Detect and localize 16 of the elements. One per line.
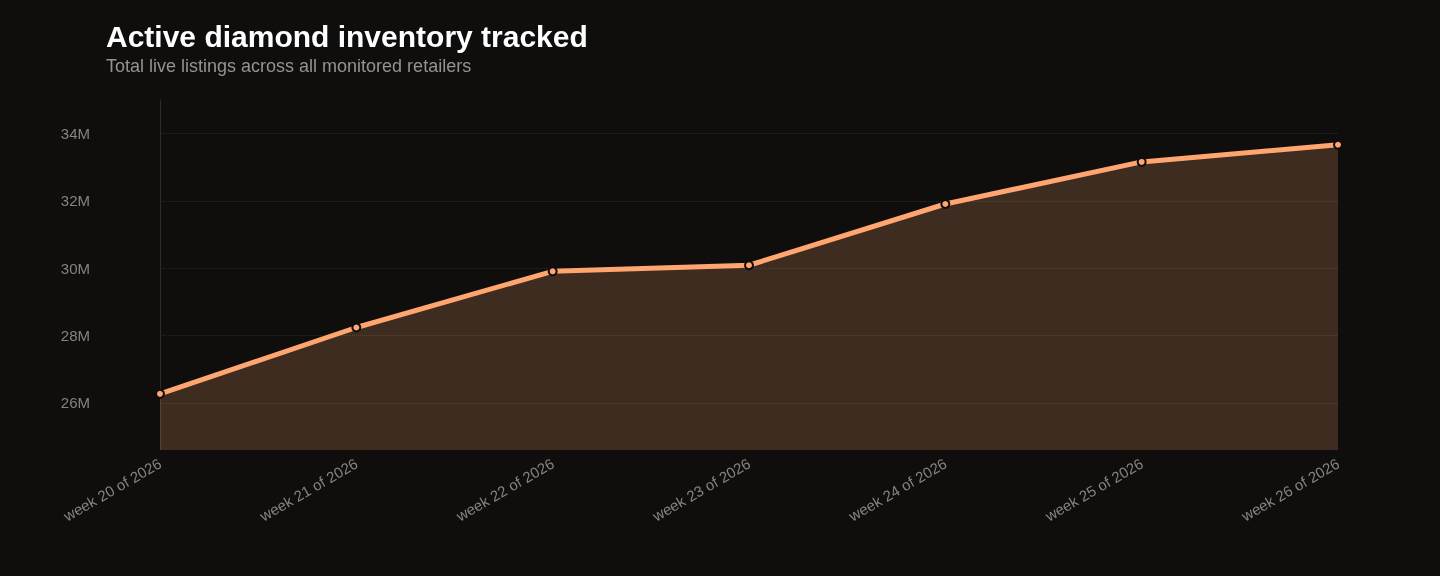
y-tick-label: 26M	[60, 394, 90, 412]
chart-title: Active diamond inventory tracked	[106, 19, 588, 53]
y-tick-label: 28M	[60, 327, 90, 345]
x-tick-label: week 23 of 2026	[648, 454, 754, 525]
y-tick-label: 32M	[60, 192, 90, 210]
x-tick-label: week 24 of 2026	[844, 454, 950, 525]
x-tick-label: week 20 of 2026	[59, 454, 165, 525]
x-tick-label: week 21 of 2026	[255, 454, 361, 525]
point	[744, 260, 754, 271]
y-tick-label: 34M	[60, 125, 90, 143]
x-tick-label: week 25 of 2026	[1041, 454, 1146, 525]
chart-subtitle: Total live listings across all monitored retailers	[106, 56, 472, 76]
y-tick-label: 30M	[60, 259, 90, 277]
x-tick-label: week 26 of 2026	[1237, 454, 1343, 525]
x-tick-label: week 22 of 2026	[452, 454, 557, 525]
point	[351, 322, 362, 333]
